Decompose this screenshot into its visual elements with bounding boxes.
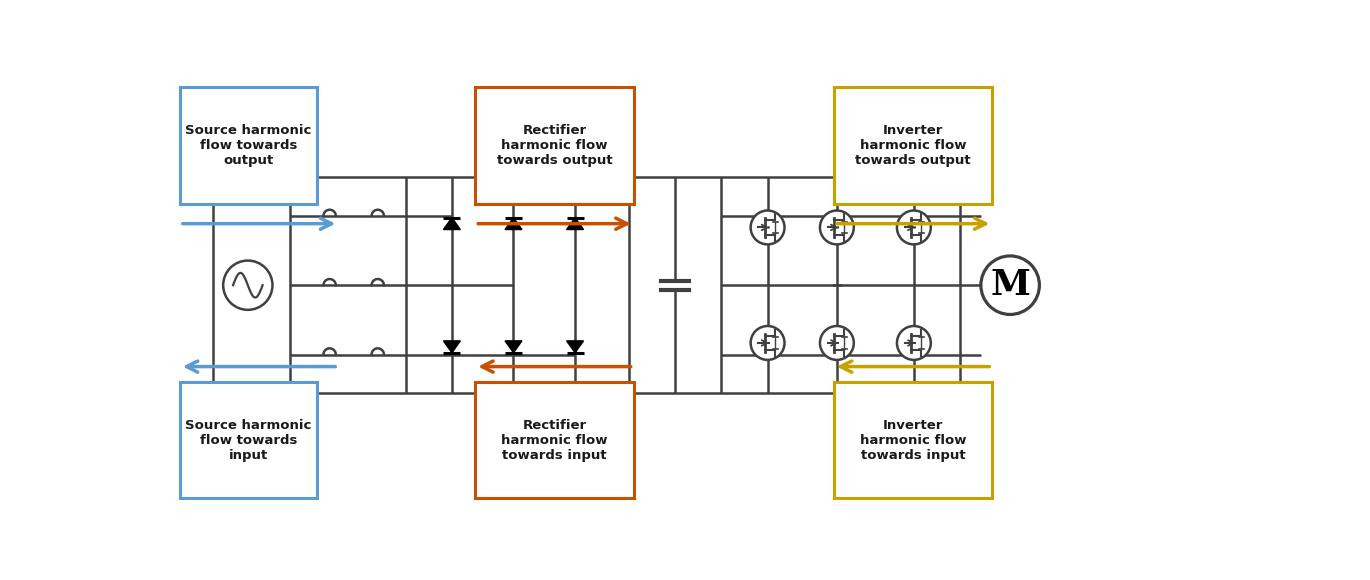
Text: M: M — [991, 268, 1030, 302]
Circle shape — [897, 326, 930, 360]
Text: Inverter
harmonic flow
towards input: Inverter harmonic flow towards input — [860, 419, 966, 462]
Circle shape — [819, 326, 854, 360]
Bar — [475, 382, 633, 498]
Circle shape — [897, 211, 930, 244]
Text: Rectifier
harmonic flow
towards output: Rectifier harmonic flow towards output — [497, 124, 612, 167]
Polygon shape — [506, 218, 522, 230]
Polygon shape — [444, 341, 460, 353]
Circle shape — [819, 211, 854, 244]
Polygon shape — [506, 341, 522, 353]
Bar — [179, 88, 316, 204]
Bar — [475, 88, 633, 204]
Polygon shape — [567, 218, 584, 230]
Text: Rectifier
harmonic flow
towards input: Rectifier harmonic flow towards input — [501, 419, 608, 462]
Bar — [834, 88, 992, 204]
Circle shape — [223, 260, 273, 310]
Circle shape — [751, 326, 785, 360]
Text: Inverter
harmonic flow
towards output: Inverter harmonic flow towards output — [855, 124, 971, 167]
Circle shape — [981, 256, 1040, 314]
Bar — [834, 382, 992, 498]
Text: Source harmonic
flow towards
input: Source harmonic flow towards input — [185, 419, 312, 462]
Bar — [179, 382, 316, 498]
Polygon shape — [444, 218, 460, 230]
Circle shape — [751, 211, 785, 244]
Text: Source harmonic
flow towards
output: Source harmonic flow towards output — [185, 124, 312, 167]
Polygon shape — [567, 341, 584, 353]
